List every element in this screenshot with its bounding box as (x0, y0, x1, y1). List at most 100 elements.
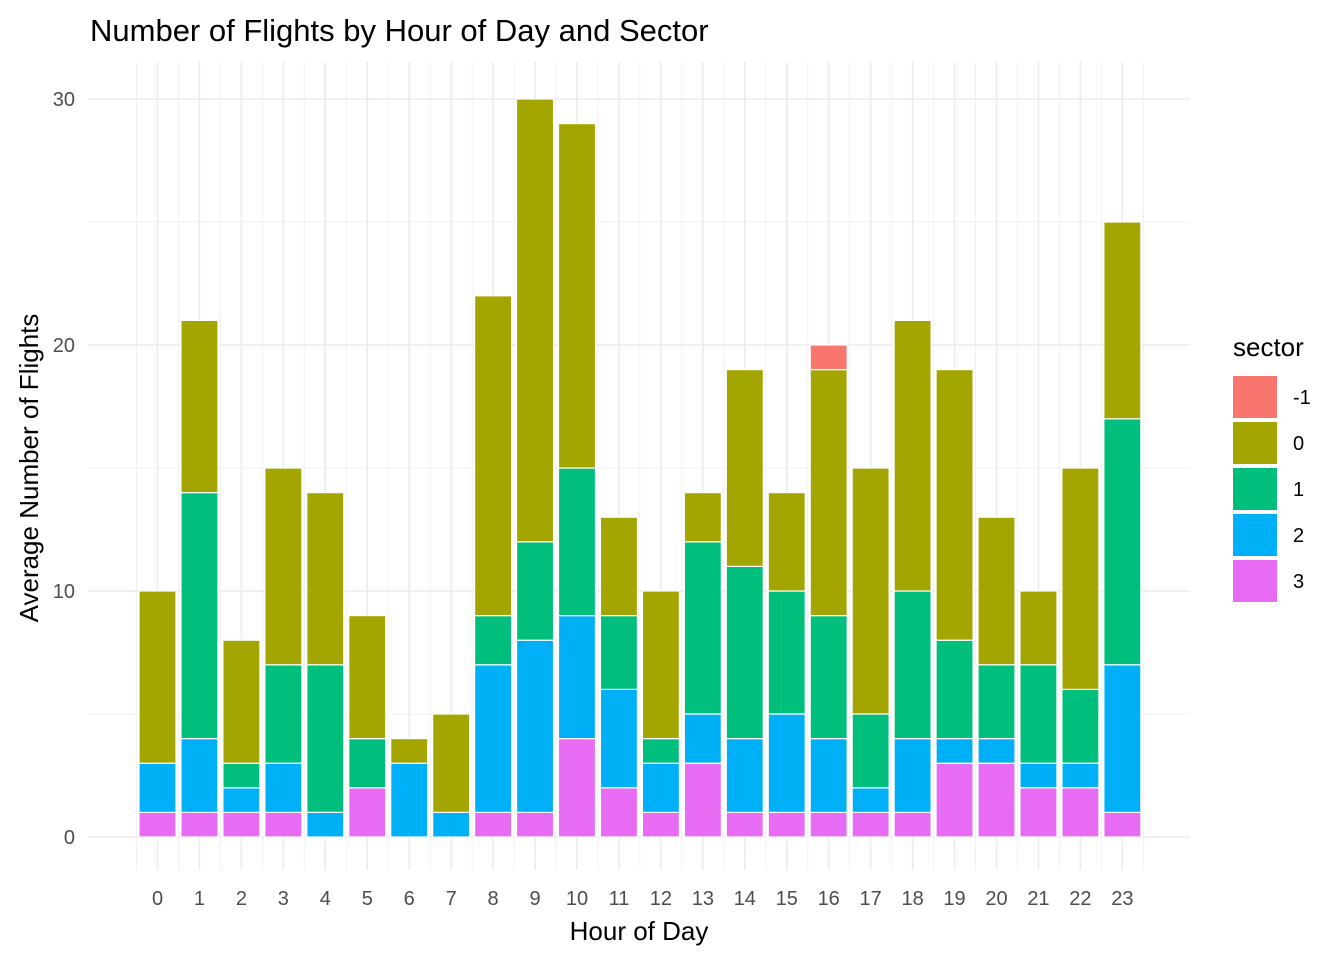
bar-segment-hour-19-sector-1 (935, 639, 974, 740)
bar-segment-hour-10-sector-0 (557, 122, 597, 469)
legend-swatch-sector-1 (1233, 468, 1277, 510)
legend-swatch-sector-2 (1233, 514, 1277, 556)
bar-segment-hour-16-sector-3 (809, 811, 848, 838)
bar-segment-hour-2-sector-0 (222, 639, 261, 764)
bar-segment-hour-15-sector-1 (767, 590, 806, 715)
bar-segment-hour-21-sector-2 (1019, 762, 1058, 789)
bar-segment-hour-7-sector-0 (432, 713, 471, 814)
x-tick-label: 0 (152, 888, 163, 910)
bar-segment-hour-12-sector-2 (641, 762, 681, 814)
bar-segment-hour-6-sector-2 (390, 762, 429, 838)
bar-segment-hour-22-sector-0 (1061, 467, 1100, 690)
bar-segment-hour-3-sector-1 (264, 664, 303, 764)
bar-segment-hour-17-sector-0 (851, 467, 890, 715)
bar-segment-hour-12-sector-3 (641, 811, 681, 838)
bar-segment-hour-1-sector-2 (180, 737, 219, 813)
bar-segment-hour-3-sector-0 (264, 467, 303, 666)
x-tick-label: 7 (446, 888, 457, 910)
legend-label-sector-2: 2 (1293, 525, 1304, 547)
x-tick-label: 4 (320, 888, 331, 910)
bar-segment-hour-6-sector-0 (390, 737, 429, 764)
y-axis-title: Average Number of Flights (14, 314, 44, 623)
bar-segment-hour-11-sector-3 (599, 787, 639, 838)
bar-segment-hour-16-sector-2 (809, 737, 848, 813)
bar-segment-hour-9-sector-0 (515, 98, 555, 543)
bar-segment-hour-2-sector-3 (222, 811, 261, 838)
x-tick-label: 3 (278, 888, 289, 910)
x-tick-label: 14 (734, 888, 756, 910)
bar-segment-hour-3-sector-2 (264, 762, 303, 814)
legend-label-sector-1: 1 (1293, 479, 1304, 501)
x-tick-label: 16 (818, 888, 840, 910)
bar-segment-hour-11-sector-2 (599, 688, 639, 789)
y-tick-label: 30 (53, 89, 75, 111)
x-tick-label: 23 (1111, 888, 1133, 910)
x-tick-label: 22 (1069, 888, 1091, 910)
bar-segment-hour-0-sector-0 (138, 590, 177, 764)
bar-segment-hour-21-sector-1 (1019, 664, 1058, 764)
bar-segment-hour-5-sector-3 (348, 787, 387, 838)
y-axis-ticks: 0 10 20 30 (53, 89, 75, 849)
bar-segment-hour-15-sector-0 (767, 492, 806, 592)
bar-segment-hour-9-sector-2 (515, 639, 555, 814)
bar-segment-hour-7-sector-2 (432, 811, 471, 838)
bar-segment-hour-16-sector-0 (809, 369, 848, 617)
x-tick-label: 17 (860, 888, 882, 910)
x-tick-label: 5 (362, 888, 373, 910)
bar-segment-hour-19-sector-3 (935, 762, 974, 838)
bar-segment-hour-20-sector-2 (977, 737, 1016, 764)
chart-title: Number of Flights by Hour of Day and Sec… (90, 13, 709, 48)
bar-segment-hour-11-sector-0 (599, 516, 639, 617)
bar-segment-hour-14-sector-0 (725, 369, 764, 568)
bar-segment-hour-19-sector-2 (935, 737, 974, 764)
bar-segment-hour-17-sector-3 (851, 811, 890, 838)
bar-segment-hour-10-sector-3 (557, 737, 597, 838)
bar-segment-hour-23-sector-3 (1103, 811, 1142, 838)
bar-segment-hour-12-sector-1 (641, 737, 681, 764)
legend-swatch-sector-0 (1233, 422, 1277, 464)
bar-segment-hour-1-sector-3 (180, 811, 219, 838)
bar-segment-hour-10-sector-2 (557, 614, 597, 740)
x-tick-label: 12 (650, 888, 672, 910)
bar-segment-hour-16-sector--1 (809, 344, 848, 371)
bar-segment-hour-15-sector-2 (767, 713, 806, 814)
bar-segment-hour-13-sector-3 (683, 762, 722, 838)
legend-label-sector-0: 0 (1293, 433, 1304, 455)
bar-segment-hour-13-sector-2 (683, 713, 722, 764)
y-tick-label: 10 (53, 581, 75, 603)
legend-swatch-sector-3 (1233, 560, 1277, 602)
legend-label-sector--1: -1 (1293, 387, 1311, 409)
bar-segment-hour-20-sector-1 (977, 664, 1016, 740)
bar-segment-hour-1-sector-1 (180, 492, 219, 740)
bar-segment-hour-18-sector-0 (893, 319, 932, 592)
bar-segment-hour-22-sector-1 (1061, 688, 1100, 764)
bar-segment-hour-2-sector-1 (222, 762, 261, 789)
x-axis-ticks: 0 1 2 3 4 5 6 7 8 9 10 11 12 13 14 15 16 17 18 19 20 21 22 23 (152, 888, 1134, 910)
x-tick-label: 18 (901, 888, 923, 910)
bar-segment-hour-20-sector-0 (977, 516, 1016, 666)
bar-segment-hour-10-sector-1 (557, 467, 597, 617)
bar-segment-hour-8-sector-2 (474, 664, 513, 813)
legend-swatch-sector--1 (1233, 376, 1277, 418)
x-tick-label: 13 (692, 888, 714, 910)
bar-segment-hour-22-sector-3 (1061, 787, 1100, 838)
bar-segment-hour-13-sector-1 (683, 541, 722, 715)
bar-segment-hour-9-sector-1 (515, 541, 555, 641)
x-tick-label: 8 (488, 888, 499, 910)
bar-segment-hour-18-sector-2 (893, 737, 932, 813)
bar-segment-hour-20-sector-3 (977, 762, 1016, 838)
bar-segment-hour-15-sector-3 (767, 811, 806, 838)
x-axis-title: Hour of Day (570, 916, 709, 946)
bar-segment-hour-9-sector-3 (515, 811, 555, 838)
bar-segment-hour-21-sector-3 (1019, 787, 1058, 838)
bar-segment-hour-23-sector-1 (1103, 418, 1142, 666)
bar-segment-hour-14-sector-2 (725, 737, 764, 813)
bar-segment-hour-16-sector-1 (809, 614, 848, 740)
bar-segment-hour-8-sector-0 (474, 295, 513, 617)
bar-segment-hour-5-sector-0 (348, 614, 387, 740)
bar-segment-hour-18-sector-1 (893, 590, 932, 740)
bar-segment-hour-14-sector-3 (725, 811, 764, 838)
bar-segment-hour-8-sector-1 (474, 614, 513, 666)
bar-segment-hour-23-sector-2 (1103, 664, 1142, 813)
